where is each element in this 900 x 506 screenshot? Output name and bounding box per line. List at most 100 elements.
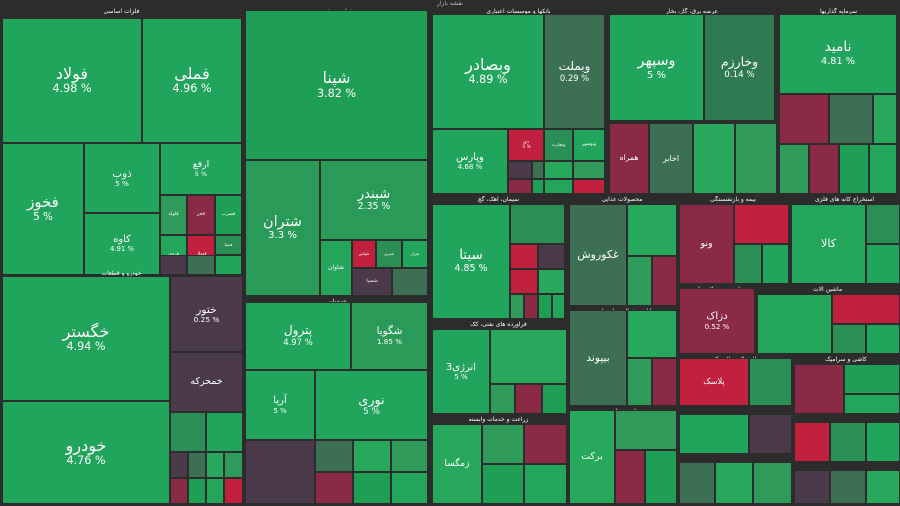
treemap-tile[interactable] xyxy=(627,358,652,406)
treemap-tile[interactable] xyxy=(615,410,677,450)
treemap-tile[interactable] xyxy=(734,244,762,284)
treemap-tile[interactable] xyxy=(552,294,565,319)
treemap-tile[interactable]: فملی 4.96 % xyxy=(142,18,242,143)
treemap-tile[interactable] xyxy=(508,161,532,179)
treemap-tile[interactable]: دی -5 % xyxy=(508,129,544,161)
treemap-tile[interactable] xyxy=(224,452,243,478)
treemap-tile[interactable] xyxy=(170,478,188,504)
treemap-tile[interactable]: فولاد 4.98 % xyxy=(2,18,142,143)
treemap-tile[interactable] xyxy=(866,470,900,504)
treemap-tile[interactable] xyxy=(734,204,789,244)
treemap-tile[interactable] xyxy=(508,179,532,194)
treemap-tile[interactable]: فجر xyxy=(187,195,215,235)
treemap-tile[interactable] xyxy=(532,179,544,194)
treemap-tile[interactable] xyxy=(482,424,524,464)
treemap-tile[interactable] xyxy=(206,412,243,452)
treemap-tile[interactable] xyxy=(779,144,809,194)
treemap-tile[interactable] xyxy=(482,464,524,504)
treemap-tile[interactable]: خمحرکه xyxy=(170,352,243,412)
treemap-tile[interactable] xyxy=(762,244,789,284)
treemap-tile[interactable] xyxy=(188,452,206,478)
treemap-tile[interactable]: اخابر xyxy=(649,123,693,194)
treemap-tile[interactable] xyxy=(391,440,428,472)
treemap-tile[interactable]: شبریز xyxy=(376,240,402,268)
treemap-tile[interactable] xyxy=(679,414,749,454)
treemap-tile[interactable] xyxy=(206,452,224,478)
treemap-tile[interactable] xyxy=(353,440,391,472)
treemap-tile[interactable] xyxy=(392,268,428,296)
treemap-tile[interactable] xyxy=(544,161,573,179)
treemap-tile[interactable] xyxy=(315,440,353,472)
treemap-tile[interactable]: ارفع 5 % xyxy=(160,143,242,195)
treemap-tile[interactable] xyxy=(866,324,900,354)
treemap-tile[interactable]: وخارزم 0.14 % xyxy=(704,14,775,121)
treemap-tile[interactable]: شاوان xyxy=(320,240,352,296)
treemap-tile[interactable] xyxy=(315,472,353,504)
treemap-tile[interactable] xyxy=(866,422,900,462)
treemap-tile[interactable]: فلوله xyxy=(160,195,187,235)
treemap-tile[interactable] xyxy=(188,478,206,504)
treemap-tile[interactable] xyxy=(538,269,565,294)
treemap-tile[interactable] xyxy=(679,462,715,504)
treemap-tile[interactable] xyxy=(245,440,315,504)
treemap-tile[interactable] xyxy=(794,364,844,414)
treemap-tile[interactable]: شسپا xyxy=(352,268,392,296)
treemap-tile[interactable] xyxy=(757,294,832,354)
treemap-tile[interactable]: کالا xyxy=(791,204,866,284)
treemap-tile[interactable] xyxy=(866,204,900,244)
treemap-tile[interactable] xyxy=(510,244,538,269)
treemap-tile[interactable] xyxy=(627,310,677,358)
treemap-tile[interactable]: سیتا 4.85 % xyxy=(432,204,510,319)
treemap-tile[interactable]: وسپهر 5 % xyxy=(609,14,704,121)
treemap-tile[interactable] xyxy=(215,255,242,275)
treemap-tile[interactable] xyxy=(510,294,524,319)
treemap-tile[interactable] xyxy=(645,450,677,504)
treemap-tile[interactable] xyxy=(873,94,897,144)
treemap-tile[interactable]: دزاک 0.52 % xyxy=(679,288,755,354)
treemap-tile[interactable] xyxy=(224,478,243,504)
treemap-tile[interactable] xyxy=(524,464,567,504)
treemap-tile[interactable] xyxy=(391,472,428,504)
treemap-tile[interactable] xyxy=(830,470,866,504)
treemap-tile[interactable] xyxy=(627,256,652,306)
treemap-tile[interactable]: غکوروش xyxy=(569,204,627,306)
treemap-tile[interactable] xyxy=(615,450,645,504)
treemap-tile[interactable]: آریا 5 % xyxy=(245,370,315,440)
treemap-tile[interactable] xyxy=(490,384,515,414)
treemap-tile[interactable] xyxy=(832,294,900,324)
treemap-tile[interactable] xyxy=(542,384,567,414)
treemap-tile[interactable] xyxy=(866,244,900,284)
treemap-tile[interactable]: پلاسک xyxy=(679,358,749,406)
treemap-tile[interactable] xyxy=(160,255,187,275)
treemap-tile[interactable]: فسپا xyxy=(215,235,242,255)
treemap-tile[interactable]: وبوشهر xyxy=(573,129,605,161)
treemap-tile[interactable] xyxy=(573,179,605,194)
treemap-tile[interactable]: انرژی3 5 % xyxy=(432,329,490,414)
treemap-tile[interactable] xyxy=(779,94,829,144)
treemap-tile[interactable] xyxy=(829,94,873,144)
treemap-tile[interactable]: زمگسا xyxy=(432,424,482,504)
treemap-tile[interactable] xyxy=(170,412,206,452)
treemap-tile[interactable] xyxy=(715,462,753,504)
treemap-tile[interactable] xyxy=(510,204,565,244)
treemap-tile[interactable]: خودرو 4.76 % xyxy=(2,401,170,504)
treemap-tile[interactable] xyxy=(206,478,224,504)
treemap-tile[interactable] xyxy=(735,123,777,194)
treemap-tile[interactable] xyxy=(809,144,839,194)
treemap-tile[interactable] xyxy=(573,161,605,179)
treemap-tile[interactable] xyxy=(869,144,897,194)
treemap-tile[interactable] xyxy=(538,294,552,319)
treemap-tile[interactable] xyxy=(693,123,735,194)
treemap-tile[interactable]: ذوب 5 % xyxy=(84,143,160,213)
treemap-tile[interactable] xyxy=(652,358,677,406)
treemap-tile[interactable] xyxy=(749,358,792,406)
treemap-tile[interactable] xyxy=(524,424,567,464)
treemap-tile[interactable] xyxy=(353,472,391,504)
treemap-tile[interactable]: بیپوند xyxy=(569,310,627,406)
treemap-tile[interactable]: شراز xyxy=(402,240,428,268)
treemap-tile[interactable]: وتجارت xyxy=(544,129,573,161)
treemap-tile[interactable] xyxy=(794,422,830,462)
treemap-tile[interactable] xyxy=(839,144,869,194)
treemap-tile[interactable]: کاوه 4.91 % xyxy=(84,213,160,275)
treemap-tile[interactable] xyxy=(652,256,677,306)
